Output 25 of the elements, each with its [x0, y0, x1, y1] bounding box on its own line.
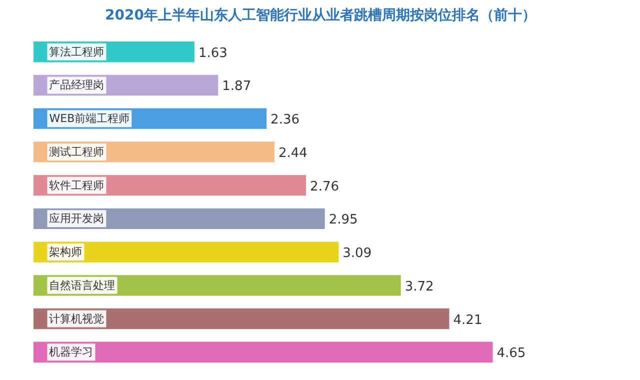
data-label: 2.36 [270, 112, 300, 128]
data-label: 2.76 [310, 179, 340, 194]
bar [33, 308, 450, 330]
data-label: 1.87 [222, 79, 252, 94]
y-tick-label: 软件工程师 [49, 178, 104, 192]
y-tick-label: 测试工程师 [49, 145, 104, 158]
data-label: 2.44 [278, 146, 308, 161]
data-label: 4.21 [453, 312, 482, 328]
y-tick-label: 机器学习 [49, 346, 94, 359]
bar [33, 242, 339, 262]
y-tick-label: 产品经理岗 [49, 78, 104, 92]
y-tick-label: 架构师 [49, 246, 82, 259]
y-tick-label: 自然语言处理 [49, 278, 116, 292]
bar [33, 342, 493, 362]
data-label: 4.65 [496, 346, 526, 362]
data-label: 1.63 [198, 46, 228, 61]
y-tick-label: WEB前端工程师 [49, 112, 130, 126]
data-label: 2.95 [328, 212, 358, 228]
bar [33, 275, 401, 296]
y-tick-label: 计算机视觉 [49, 312, 104, 326]
data-label: 3.09 [342, 246, 372, 262]
data-label: 3.72 [404, 279, 434, 294]
y-tick-label: 算法工程师 [49, 45, 104, 58]
chart-title: 2020年上半年山东人工智能行业从业者跳槽周期按岗位排名（前十） [105, 6, 536, 24]
y-tick-label: 应用开发岗 [49, 212, 104, 226]
